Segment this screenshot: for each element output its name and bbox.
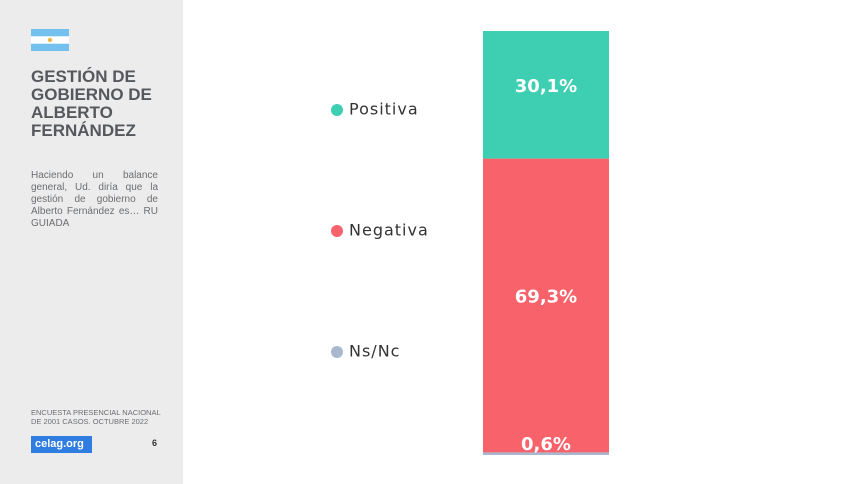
value-label: 69,3% [515,287,577,308]
footnote: ENCUESTA PRESENCIAL NACIONAL DE 2001 CAS… [31,408,161,426]
bar-segment [483,452,609,455]
legend-marker [331,346,343,358]
legend-label: Ns/Nc [349,342,400,361]
value-label: 30,1% [515,76,577,97]
bar-segment [483,158,609,453]
legend-label: Negativa [349,221,429,240]
value-label: 0,6% [521,434,571,455]
legend-marker [331,104,343,116]
slide-title: GESTIÓN DE GOBIERNO DE ALBERTO FERNÁNDEZ [31,67,152,140]
flag [31,29,69,51]
page-number: 6 [152,438,158,448]
question-text: Haciendo un balance general, Ud. diría q… [31,170,158,229]
legend-label: Positiva [349,100,419,119]
sidebar: GESTIÓN DE GOBIERNO DE ALBERTO FERNÁNDEZ… [0,0,183,484]
bar-segment [483,31,609,159]
logo: celag.org [31,436,92,453]
legend-marker [331,225,343,237]
